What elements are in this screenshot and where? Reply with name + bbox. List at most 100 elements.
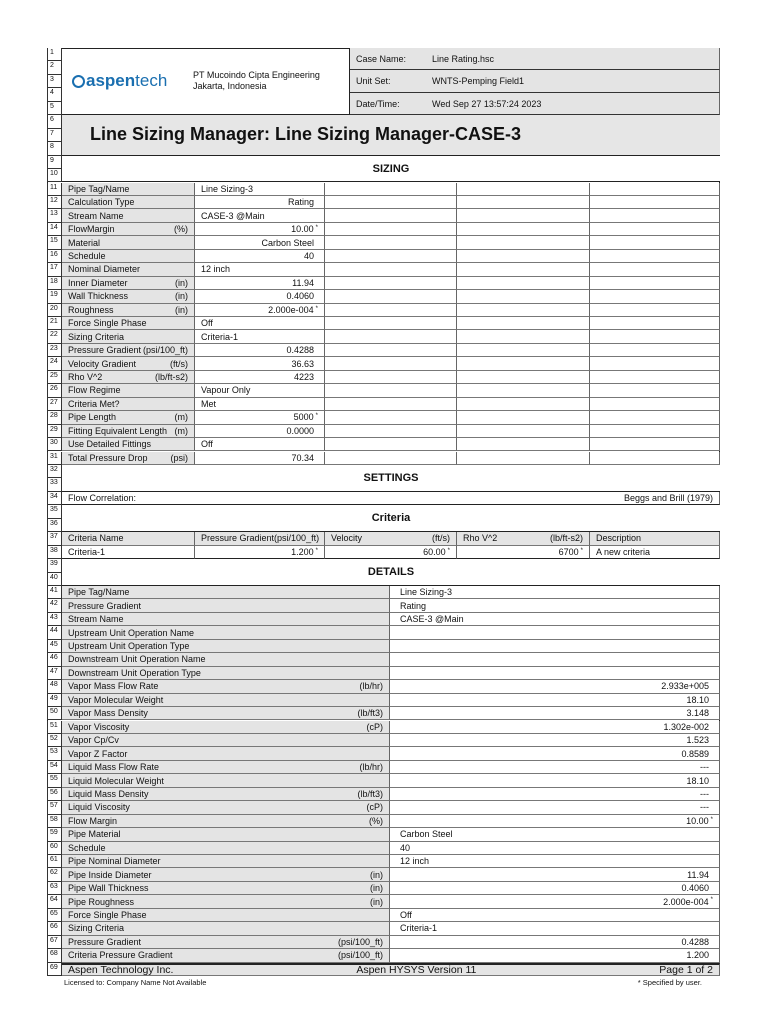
empty-cell [457, 276, 590, 291]
header-logo-area [62, 48, 350, 116]
field-value: 70.34 [291, 452, 314, 463]
empty-cell [590, 451, 720, 465]
empty-cell [590, 209, 720, 223]
empty-cell [457, 222, 590, 237]
field-value: 18.10 [686, 694, 709, 705]
details-label-cell: Pressure Gradient [62, 599, 390, 613]
field-label: Pipe Tag/Name [68, 587, 130, 598]
specified-by-user-note: * Specified by user. [637, 978, 702, 988]
row-number: 17 [47, 263, 62, 277]
empty-cell [590, 303, 720, 317]
row-number: 11 [47, 182, 62, 196]
flow-correlation-value: Beggs and Brill (1979) [623, 493, 713, 504]
empty-cell [457, 236, 590, 250]
details-value-cell: 0.4288 [390, 935, 720, 950]
row-number: 45 [47, 639, 62, 654]
specified-marker: * [315, 224, 318, 231]
row-number: 33 [47, 478, 62, 492]
empty-cell [457, 451, 590, 465]
field-value: Off [400, 910, 412, 921]
field-label: Velocity Gradient [68, 358, 137, 369]
details-label-cell: Vapor Z Factor [62, 747, 390, 761]
license-note: Licensed to: Company Name Not Available [64, 978, 207, 988]
row-number: 51 [47, 720, 62, 734]
field-label: Vapor Z Factor [68, 748, 128, 759]
header-info-label: Date/Time: [356, 98, 400, 109]
field-label: Pipe Length [68, 412, 117, 423]
row-number: 8 [47, 142, 62, 156]
field-label: Pipe Roughness [68, 896, 135, 907]
details-value-cell: Criteria-1 [390, 922, 720, 936]
field-unit: (lb/hr) [359, 681, 383, 692]
details-value-cell [390, 653, 720, 667]
row-number: 49 [47, 693, 62, 708]
row-number: 23 [47, 343, 62, 358]
field-label: Calculation Type [68, 197, 135, 208]
field-label: Liquid Viscosity [68, 802, 130, 813]
section-heading-details: DETAILS [62, 559, 720, 586]
details-label-cell: Pipe Wall Thickness (in) [62, 881, 390, 896]
row-number: 65 [47, 908, 62, 923]
sizing-value-cell: Carbon Steel [195, 236, 325, 250]
field-value: CASE-3 @Main [201, 210, 265, 221]
sizing-label-cell: Pressure Gradient (psi/100_ft) [62, 343, 195, 358]
row-number: 38 [47, 545, 62, 560]
sizing-value-cell: Vapour Only [195, 384, 325, 398]
row-number: 54 [47, 760, 62, 775]
sizing-label-cell: Pipe Length (m) [62, 411, 195, 425]
details-label-cell: Liquid Viscosity (cP) [62, 801, 390, 815]
empty-cell [590, 438, 720, 452]
criteria-cell: 6700 * [457, 545, 590, 560]
details-value-cell: 12 inch [390, 855, 720, 869]
header-info-value: Wed Sep 27 13:57:24 2023 [432, 98, 542, 109]
empty-cell [590, 357, 720, 371]
row-number: 68 [47, 949, 62, 963]
details-value-cell: --- [390, 801, 720, 815]
empty-cell [325, 290, 457, 304]
row-number: 31 [47, 451, 62, 465]
empty-cell [457, 384, 590, 398]
row-number: 63 [47, 881, 62, 896]
sizing-label-cell: Total Pressure Drop (psi) [62, 451, 195, 465]
row-number: 10 [47, 169, 62, 183]
specified-marker: * [447, 547, 450, 554]
logo-circle-icon [72, 74, 85, 88]
field-value: Rating [287, 197, 314, 208]
field-unit: (cP) [366, 802, 384, 813]
field-unit: (cP) [366, 721, 384, 732]
field-value: 2.000e-004 [663, 896, 709, 907]
empty-cell [590, 397, 720, 412]
empty-cell [325, 438, 457, 452]
field-label: Downstream Unit Operation Name [68, 654, 206, 665]
empty-cell [457, 424, 590, 439]
row-number: 56 [47, 787, 62, 802]
field-unit: (lb/hr) [359, 762, 383, 773]
empty-cell [457, 182, 590, 196]
details-value-cell: 18.10 [390, 774, 720, 788]
empty-cell [325, 384, 457, 398]
criteria-value: 60.00 [423, 546, 446, 557]
specified-marker: * [710, 816, 713, 823]
sizing-value-cell: 0.0000 [195, 424, 325, 439]
row-number: 4 [47, 88, 62, 102]
row-number: 55 [47, 774, 62, 788]
row-number: 44 [47, 626, 62, 640]
header-info-label: Case Name: [356, 53, 407, 64]
field-value: 10.00 [291, 224, 314, 235]
column-unit: (lb/ft-s2) [549, 533, 583, 544]
empty-cell [325, 263, 457, 277]
empty-cell [590, 370, 720, 385]
field-label: Pipe Inside Diameter [68, 869, 152, 880]
row-number: 14 [47, 222, 62, 237]
flow-correlation-row: Flow Correlation: Beggs and Brill (1979) [62, 491, 720, 506]
details-value-cell: CASE-3 @Main [390, 612, 720, 627]
details-value-cell: 0.4060 [390, 881, 720, 896]
details-label-cell: Pressure Gradient (psi/100_ft) [62, 935, 390, 950]
field-label: Upstream Unit Operation Name [68, 627, 195, 638]
row-number: 16 [47, 249, 62, 264]
header-info-row: Date/Time: Wed Sep 27 13:57:24 2023 [350, 92, 720, 116]
field-value: Carbon Steel [261, 237, 314, 248]
row-number: 66 [47, 922, 62, 936]
field-value: 1.523 [686, 735, 709, 746]
field-value: 0.4060 [286, 291, 314, 302]
